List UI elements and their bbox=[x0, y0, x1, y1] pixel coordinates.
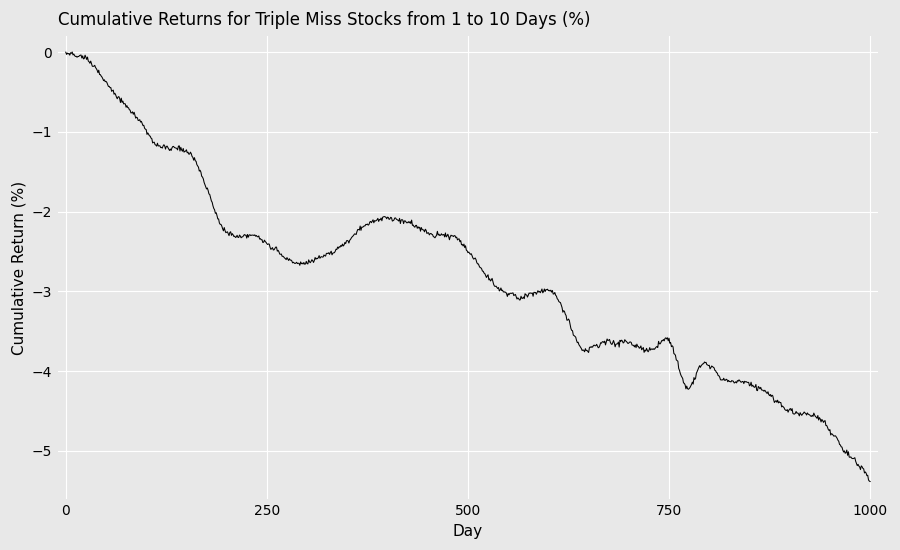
Text: Cumulative Returns for Triple Miss Stocks from 1 to 10 Days (%): Cumulative Returns for Triple Miss Stock… bbox=[58, 11, 590, 29]
X-axis label: Day: Day bbox=[453, 524, 483, 539]
Y-axis label: Cumulative Return (%): Cumulative Return (%) bbox=[11, 180, 26, 355]
